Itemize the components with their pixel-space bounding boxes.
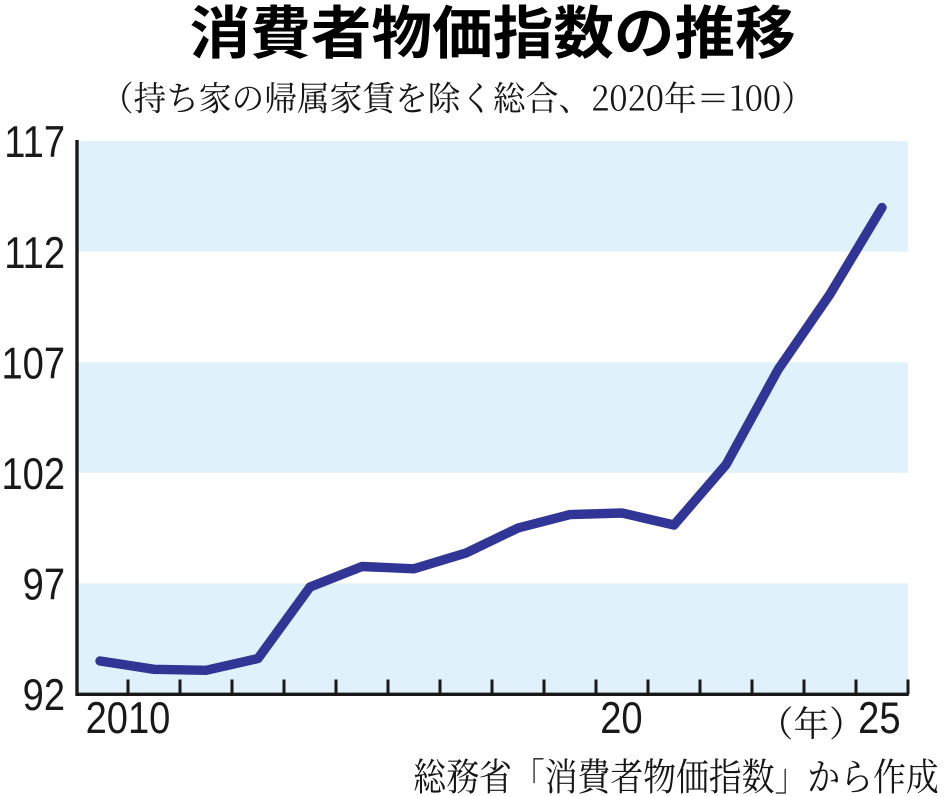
svg-text:20: 20	[600, 692, 642, 743]
svg-text:107: 107	[1, 338, 65, 389]
svg-text:97: 97	[23, 559, 65, 610]
svg-text:102: 102	[1, 448, 65, 499]
svg-text:112: 112	[4, 227, 65, 278]
svg-text:92: 92	[23, 669, 65, 720]
svg-text:117: 117	[4, 116, 65, 167]
svg-text:2010: 2010	[86, 692, 171, 743]
svg-text:25: 25	[858, 692, 900, 743]
